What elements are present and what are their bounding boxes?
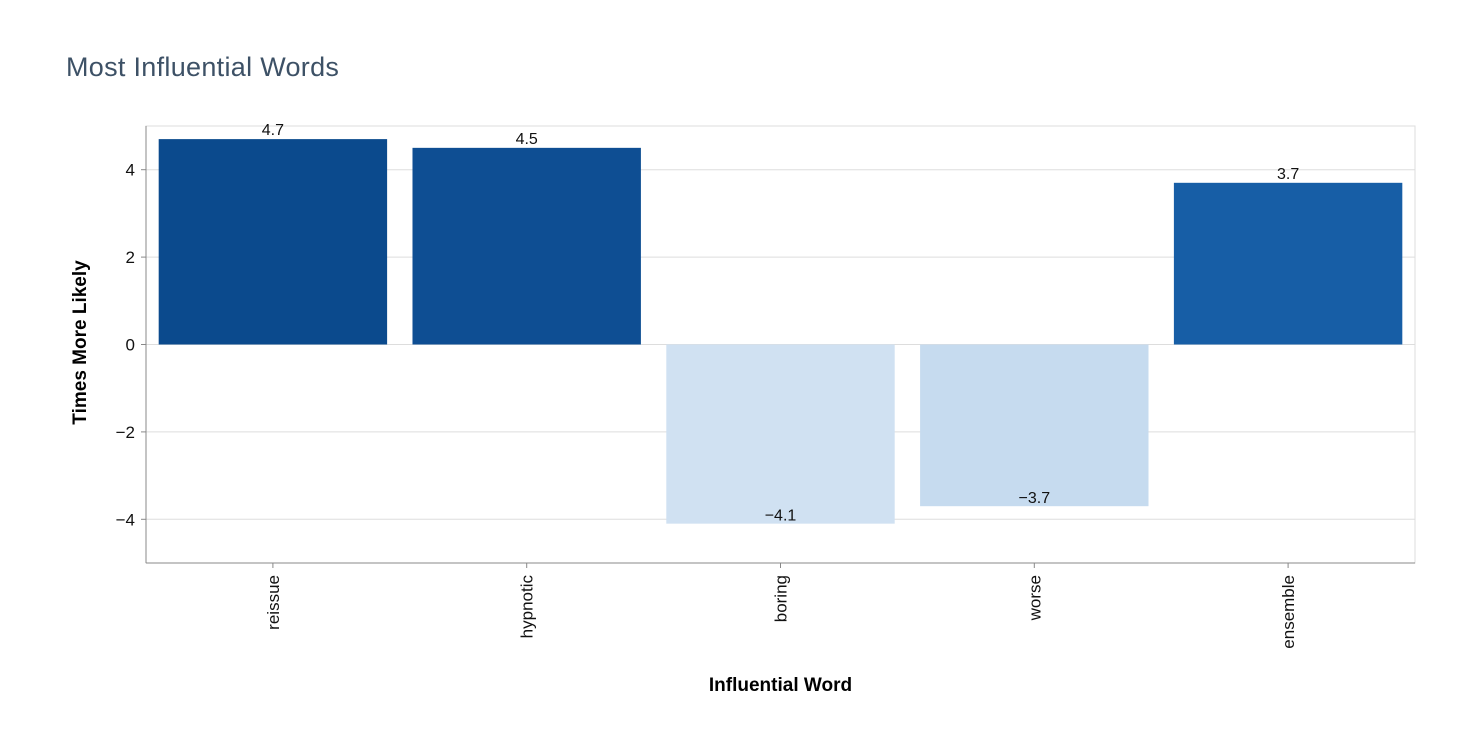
y-tick-label: −2 — [116, 423, 135, 442]
y-tick-label: 4 — [126, 161, 135, 180]
data-label-hypnotic: 4.5 — [516, 131, 538, 148]
x-tick-label-ensemble: ensemble — [1279, 575, 1298, 649]
bar-reissue — [158, 139, 388, 345]
x-tick-label-reissue: reissue — [264, 575, 283, 630]
x-tick-label-worse: worse — [1025, 575, 1044, 621]
bar-hypnotic — [412, 147, 641, 345]
data-label-boring: −4.1 — [765, 508, 797, 525]
x-axis-title: Influential Word — [709, 675, 852, 696]
y-axis: −4 −2 0 2 4 — [116, 126, 147, 563]
data-label-reissue: 4.7 — [262, 122, 284, 139]
bars — [158, 139, 1403, 524]
y-tick-label: 2 — [126, 248, 135, 267]
x-tick-label-hypnotic: hypnotic — [518, 575, 537, 639]
y-tick-label: 0 — [126, 336, 135, 355]
data-label-worse: −3.7 — [1019, 490, 1051, 507]
bar-boring — [666, 344, 895, 524]
y-tick-label: −4 — [116, 510, 135, 529]
data-label-ensemble: 3.7 — [1277, 166, 1299, 183]
data-labels: 4.7 4.5 −4.1 −3.7 3.7 — [262, 122, 1300, 525]
y-axis-title: Times More Likely — [70, 260, 91, 425]
x-tick-label-boring: boring — [772, 575, 791, 622]
bar-worse — [920, 344, 1149, 507]
chart-title: Most Influential Words — [66, 52, 340, 82]
x-axis: reissue hypnotic boring worse ensemble — [146, 562, 1415, 649]
bar-ensemble — [1173, 182, 1403, 345]
